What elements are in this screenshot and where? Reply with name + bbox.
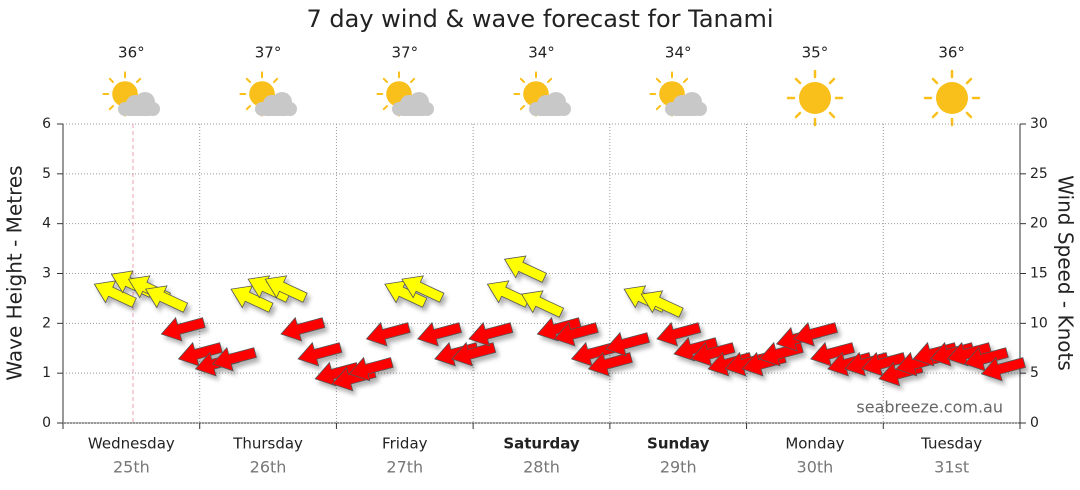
temperature: 36° <box>938 44 965 62</box>
wind-arrow <box>468 321 514 347</box>
date-label: 26th <box>250 458 287 477</box>
y2-tick-label: 0 <box>1030 415 1039 431</box>
wind-series <box>93 255 1026 392</box>
wind-arrow <box>160 316 206 342</box>
y-tick-label: 6 <box>42 116 51 132</box>
wind-arrow <box>536 316 582 342</box>
weather-icons <box>103 69 981 127</box>
y2-tick-label: 25 <box>1030 166 1048 182</box>
wind-arrow <box>946 341 992 367</box>
date-label: 30th <box>797 458 834 477</box>
y-tick-label: 0 <box>42 415 51 431</box>
day-label: Monday <box>785 435 844 453</box>
wind-arrow <box>297 341 343 367</box>
chart-title: 7 day wind & wave forecast for Tanami <box>307 5 774 33</box>
y2-tick-label: 30 <box>1030 116 1048 132</box>
day-label: Friday <box>382 435 428 453</box>
wind-arrow <box>656 321 702 347</box>
wind-arrow <box>503 255 547 283</box>
weather-icon <box>377 72 434 116</box>
temperature: 37° <box>391 44 418 62</box>
wind-arrow <box>211 346 257 372</box>
date-label: 29th <box>660 458 697 477</box>
y-tick-label: 4 <box>42 216 51 232</box>
y2-tick-label: 20 <box>1030 216 1048 232</box>
y-axis-label: Wave Height - Metres <box>3 165 27 380</box>
watermark: seabreeze.com.au <box>856 398 1003 417</box>
date-label: 27th <box>386 458 423 477</box>
day-label: Wednesday <box>88 435 175 453</box>
y2-tick-label: 5 <box>1030 365 1039 381</box>
wind-arrow <box>861 351 907 377</box>
wind-arrow <box>792 321 838 347</box>
temperature: 37° <box>255 44 282 62</box>
y2-tick-label: 15 <box>1030 266 1048 282</box>
wind-arrow <box>570 341 616 367</box>
temperature: 35° <box>802 44 829 62</box>
wind-arrow <box>365 321 411 347</box>
day-label: Sunday <box>647 435 710 453</box>
wind-arrow <box>604 331 650 357</box>
wind-arrow <box>417 321 462 347</box>
wind-arrow <box>264 275 308 303</box>
wind-arrow <box>690 341 736 367</box>
wind-arrow <box>348 356 394 382</box>
y-tick-label: 2 <box>42 315 51 331</box>
weather-icon <box>240 72 297 116</box>
date-label: 31st <box>934 458 969 477</box>
wind-arrow <box>640 290 684 318</box>
day-label: Saturday <box>503 435 580 453</box>
day-label: Thursday <box>232 435 303 453</box>
wind-arrow <box>553 321 599 347</box>
wind-arrow <box>673 336 719 362</box>
temperature: 34° <box>665 44 692 62</box>
weather-icon <box>923 69 981 127</box>
wind-arrow <box>144 285 189 313</box>
wind-arrow <box>384 280 428 308</box>
weather-icon <box>103 72 160 116</box>
wind-arrow <box>401 275 445 303</box>
y2-axis-label: Wind Speed - Knots <box>1054 175 1078 371</box>
weather-icon <box>514 72 571 116</box>
wind-arrow <box>963 346 1009 372</box>
wind-arrow <box>93 280 137 308</box>
weather-icon <box>786 69 844 127</box>
weather-icon <box>650 72 707 116</box>
temperature: 34° <box>528 44 555 62</box>
date-label: 28th <box>523 458 560 477</box>
wind-arrow <box>177 341 223 367</box>
day-label: Tuesday <box>920 435 982 453</box>
y-tick-label: 3 <box>42 266 51 282</box>
wind-arrow <box>230 285 274 313</box>
y2-tick-label: 10 <box>1030 315 1048 331</box>
y-tick-label: 1 <box>42 365 51 381</box>
wind-arrow <box>810 341 856 367</box>
y-tick-label: 5 <box>42 166 51 182</box>
temperature: 36° <box>118 44 145 62</box>
wind-arrow <box>314 361 360 387</box>
wind-arrow <box>520 290 565 318</box>
wind-arrow <box>280 316 326 342</box>
wind-arrow <box>980 356 1026 382</box>
date-label: 25th <box>113 458 150 477</box>
